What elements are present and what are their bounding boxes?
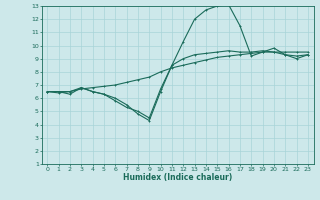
X-axis label: Humidex (Indice chaleur): Humidex (Indice chaleur) — [123, 173, 232, 182]
